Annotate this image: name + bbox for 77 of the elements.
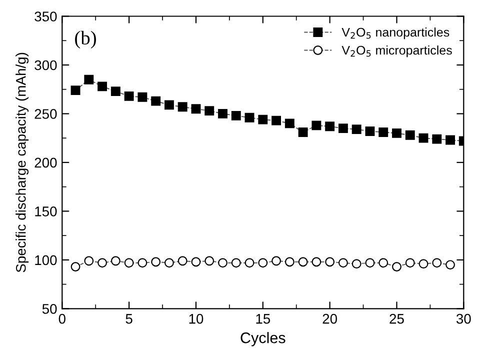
x-tick-label: 10 bbox=[189, 314, 204, 324]
x-tick-label: 25 bbox=[390, 314, 404, 324]
point bbox=[325, 257, 335, 267]
point bbox=[231, 258, 241, 268]
point bbox=[124, 91, 134, 101]
legend-label: V$_{2}$O$_{5}$ nanoparticles bbox=[342, 27, 450, 40]
point bbox=[138, 92, 148, 102]
point bbox=[446, 260, 455, 270]
y-axis-title: Specific discharge capacity (mAh/g) bbox=[16, 52, 29, 272]
point bbox=[138, 258, 148, 268]
point bbox=[110, 256, 120, 266]
point bbox=[312, 257, 322, 267]
x-tick-label: 5 bbox=[126, 314, 132, 324]
point bbox=[98, 258, 108, 268]
point bbox=[258, 114, 268, 124]
point bbox=[378, 128, 388, 137]
y-tick-label: 100 bbox=[35, 255, 57, 266]
x-tick-label: 15 bbox=[256, 314, 270, 324]
point bbox=[244, 112, 254, 122]
point bbox=[446, 135, 455, 145]
point bbox=[70, 262, 80, 272]
point bbox=[432, 134, 442, 144]
point bbox=[325, 122, 335, 132]
point bbox=[352, 259, 362, 269]
point bbox=[405, 258, 415, 268]
y-tick-label: 250 bbox=[34, 109, 57, 119]
point bbox=[418, 259, 428, 269]
point bbox=[392, 128, 402, 138]
point bbox=[272, 116, 282, 126]
point bbox=[191, 257, 201, 267]
point bbox=[178, 102, 188, 112]
point bbox=[151, 257, 161, 267]
y-tick-label: 150 bbox=[35, 206, 57, 216]
point bbox=[272, 256, 282, 266]
y-tick-label: 50 bbox=[42, 304, 57, 314]
point bbox=[178, 256, 188, 266]
point bbox=[218, 258, 228, 268]
point bbox=[204, 256, 214, 266]
point bbox=[338, 124, 348, 134]
point bbox=[70, 86, 80, 96]
point bbox=[392, 262, 402, 272]
point bbox=[231, 110, 241, 120]
point bbox=[218, 108, 228, 118]
point bbox=[204, 106, 214, 116]
point bbox=[432, 258, 442, 268]
point bbox=[258, 258, 268, 268]
point bbox=[244, 258, 254, 268]
point bbox=[284, 257, 294, 267]
point bbox=[124, 258, 134, 268]
point bbox=[418, 133, 428, 143]
annotation: (b) bbox=[75, 30, 96, 48]
point bbox=[338, 258, 348, 268]
point bbox=[110, 86, 120, 96]
point bbox=[405, 130, 415, 140]
point bbox=[298, 128, 308, 137]
x-tick-label: 30 bbox=[456, 314, 471, 324]
point bbox=[164, 258, 174, 268]
point bbox=[352, 124, 362, 134]
point bbox=[191, 104, 201, 114]
y-tick-label: 350 bbox=[34, 12, 57, 22]
point bbox=[365, 126, 375, 136]
y-tick-label: 300 bbox=[34, 60, 57, 70]
point bbox=[312, 120, 322, 130]
point bbox=[164, 100, 174, 110]
point bbox=[284, 118, 294, 128]
point bbox=[84, 256, 94, 266]
point bbox=[298, 257, 308, 267]
y-tick-label: 200 bbox=[34, 158, 57, 168]
point bbox=[151, 96, 161, 106]
point bbox=[378, 258, 388, 268]
x-tick-label: 0 bbox=[58, 314, 66, 324]
point bbox=[98, 82, 108, 92]
legend-label: V$_{2}$O$_{5}$ microparticles bbox=[342, 45, 452, 58]
point bbox=[365, 258, 375, 268]
x-tick-label: 20 bbox=[322, 314, 337, 324]
x-axis-title: Cycles bbox=[240, 332, 286, 346]
point bbox=[84, 74, 94, 84]
